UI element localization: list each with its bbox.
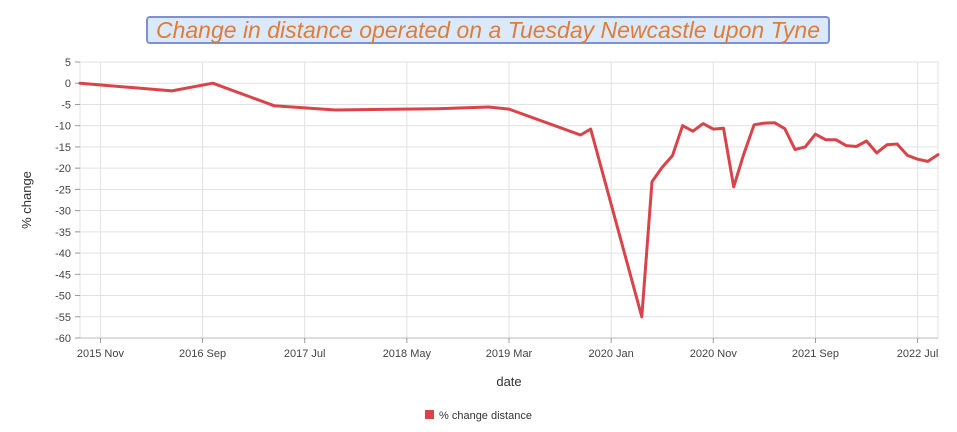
data-point[interactable] — [273, 104, 276, 107]
data-point[interactable] — [804, 145, 807, 148]
data-point[interactable] — [753, 123, 756, 126]
data-point[interactable] — [845, 144, 848, 147]
x-tick-label: 2019 Mar — [486, 348, 533, 360]
x-tick-label: 2022 Jul — [897, 348, 939, 360]
data-point[interactable] — [640, 315, 643, 318]
x-tick-label: 2017 Jul — [284, 348, 326, 360]
data-point[interactable] — [865, 140, 868, 142]
data-point[interactable] — [170, 89, 173, 92]
y-tick-label: 5 — [65, 57, 71, 69]
data-point[interactable] — [334, 109, 337, 111]
legend[interactable]: % change distance — [425, 410, 532, 422]
y-tick-label: -45 — [55, 269, 71, 281]
data-point[interactable] — [824, 138, 827, 141]
y-tick-label: -55 — [55, 312, 71, 324]
chart-title: Change in distance operated on a Tuesday… — [146, 16, 830, 44]
data-point[interactable] — [783, 127, 786, 130]
data-point[interactable] — [855, 145, 858, 148]
data-point[interactable] — [916, 158, 919, 161]
data-point[interactable] — [436, 107, 439, 110]
data-point[interactable] — [661, 166, 664, 169]
data-point[interactable] — [906, 154, 909, 157]
data-point[interactable] — [794, 148, 796, 151]
data-point[interactable] — [211, 82, 214, 85]
legend-swatch — [425, 410, 434, 419]
x-tick-label: 2015 Nov — [77, 348, 125, 360]
data-point[interactable] — [814, 133, 817, 136]
data-point[interactable] — [742, 152, 745, 155]
data-point[interactable] — [691, 130, 694, 133]
data-point[interactable] — [671, 154, 674, 157]
y-tick-label: -40 — [55, 248, 71, 260]
y-tick-label: -30 — [55, 206, 71, 218]
data-point[interactable] — [579, 134, 582, 136]
y-tick-label: -10 — [55, 121, 71, 133]
grid-lines — [79, 61, 939, 339]
data-point[interactable] — [834, 138, 837, 141]
y-tick-label: -25 — [55, 184, 71, 196]
data-point[interactable] — [702, 122, 705, 125]
series-layer — [78, 81, 940, 319]
data-point[interactable] — [681, 124, 684, 127]
legend-label: % change distance — [439, 410, 532, 422]
x-tick-label: 2021 Sep — [792, 348, 839, 360]
data-point[interactable] — [896, 143, 899, 145]
data-point[interactable] — [763, 122, 766, 125]
data-point[interactable] — [79, 82, 81, 85]
data-point[interactable] — [508, 108, 510, 111]
x-axis-label: date — [496, 374, 521, 389]
data-point[interactable] — [773, 121, 776, 124]
x-tick-label: 2016 Sep — [179, 348, 226, 360]
y-tick-label: 0 — [65, 78, 71, 90]
data-point[interactable] — [885, 143, 888, 146]
data-point[interactable] — [732, 185, 735, 188]
x-tick-label: 2020 Jan — [589, 348, 634, 360]
y-tick-label: -60 — [55, 333, 71, 345]
x-axis-ticks: 2015 Nov 2016 Sep 2017 Jul 2018 May 2019 Mar… — [77, 338, 938, 360]
y-tick-label: -20 — [55, 163, 71, 175]
y-tick-label: -35 — [55, 227, 71, 239]
y-tick-label: -50 — [55, 291, 71, 303]
data-point[interactable] — [722, 127, 725, 130]
data-point[interactable] — [926, 160, 929, 163]
x-tick-label: 2020 Nov — [690, 348, 738, 360]
series-line[interactable] — [78, 81, 940, 319]
y-tick-label: -5 — [61, 99, 71, 111]
data-point[interactable] — [712, 128, 715, 131]
y-tick-label: -15 — [55, 142, 71, 154]
data-point[interactable] — [875, 151, 878, 154]
data-point[interactable] — [589, 128, 592, 131]
data-point[interactable] — [651, 180, 653, 183]
data-point[interactable] — [487, 106, 490, 108]
x-tick-label: 2018 May — [383, 348, 432, 360]
y-axis-label: % change — [19, 171, 34, 229]
data-point[interactable] — [937, 153, 939, 156]
y-axis-ticks: 5 0 -5 -10 -15 -20 -25 -30 -35 -40 -45 -50 -55 -60 — [55, 57, 80, 345]
